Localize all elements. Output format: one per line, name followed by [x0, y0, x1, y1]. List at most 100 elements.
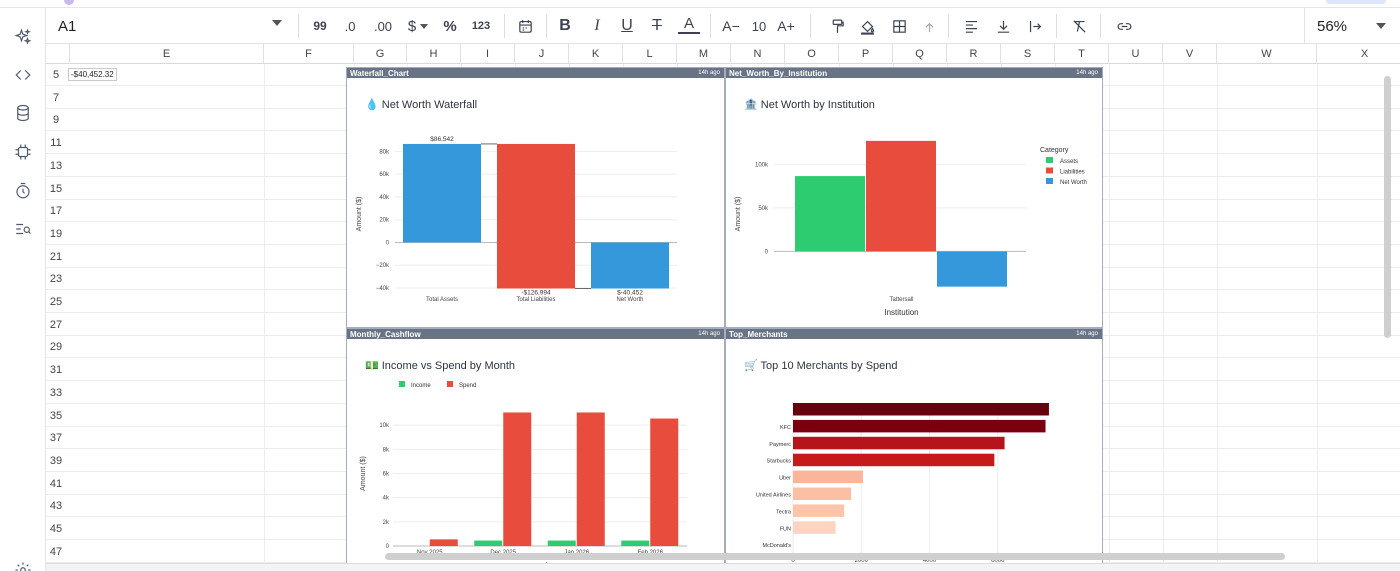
column-gridline	[264, 64, 265, 571]
column-header-n[interactable]: N	[731, 44, 785, 64]
column-header-m[interactable]: M	[677, 44, 731, 64]
align-left-icon[interactable]	[960, 14, 982, 38]
row-header[interactable]: 23	[49, 273, 63, 286]
bar-spend	[429, 539, 458, 546]
number-format-button[interactable]: 123	[471, 20, 491, 32]
row-header[interactable]: 15	[49, 182, 63, 195]
bar-income	[621, 540, 650, 546]
name-box[interactable]: A1	[46, 8, 296, 44]
panel-header[interactable]: Waterfall_Chart 14h ago	[347, 68, 724, 78]
column-header-v[interactable]: V	[1163, 44, 1217, 64]
column-header-i[interactable]: I	[461, 44, 515, 64]
column-header-s[interactable]: S	[1001, 44, 1055, 64]
cell-e5-value[interactable]: -$40,452.32	[68, 68, 117, 81]
panel-header[interactable]: Monthly_Cashflow 14h ago	[347, 329, 724, 339]
panel-header[interactable]: Net_Worth_By_Institution 14h ago	[726, 68, 1102, 78]
decrease-decimal-button[interactable]: .0	[344, 18, 356, 34]
horizontal-scrollbar[interactable]	[385, 553, 1285, 560]
panel-title: Net_Worth_By_Institution	[729, 68, 828, 78]
row-header[interactable]: 31	[49, 364, 63, 377]
column-header-f[interactable]: F	[264, 44, 354, 64]
calendar-icon[interactable]	[514, 14, 536, 38]
database-icon[interactable]	[12, 102, 34, 124]
row-header[interactable]: 11	[50, 137, 62, 150]
text-wrap-icon[interactable]	[1024, 14, 1046, 38]
row-header[interactable]: 43	[49, 500, 63, 513]
column-header-o[interactable]: O	[785, 44, 839, 64]
column-header-u[interactable]: U	[1109, 44, 1163, 64]
currency-format-button[interactable]: $	[404, 14, 432, 38]
zoom-select[interactable]: 56%	[1304, 8, 1400, 44]
row-header[interactable]: 19	[49, 227, 63, 240]
column-header-g[interactable]: G	[354, 44, 407, 64]
column-header-x[interactable]: X	[1317, 44, 1400, 64]
row-header[interactable]: 7	[52, 91, 60, 104]
merchants-chart-panel[interactable]: Top_Merchants 14h ago 🛒 Top 10 Merchants…	[725, 328, 1103, 571]
column-header-t[interactable]: T	[1055, 44, 1109, 64]
row-header[interactable]: 25	[49, 296, 63, 308]
column-header-k[interactable]: K	[569, 44, 623, 64]
institution-chart-panel[interactable]: Net_Worth_By_Institution 14h ago 🏦 Net W…	[725, 67, 1103, 328]
row-header[interactable]: 33	[49, 386, 63, 399]
merge-icon[interactable]	[918, 14, 940, 38]
chevron-down-icon	[420, 23, 429, 29]
borders-icon[interactable]	[888, 14, 910, 38]
row-header[interactable]: 45	[49, 523, 63, 535]
underline-icon[interactable]: U	[621, 17, 633, 34]
chevron-down-icon[interactable]	[272, 20, 282, 26]
chip-icon[interactable]	[12, 141, 34, 163]
increase-decimal-button[interactable]: .00	[373, 18, 393, 34]
code-icon[interactable]	[12, 64, 34, 86]
corner-cell[interactable]	[46, 44, 70, 64]
row-header[interactable]: 21	[49, 250, 63, 263]
row-header[interactable]: 5	[52, 69, 60, 81]
row-header[interactable]: 41	[49, 477, 63, 490]
sparkle-ai-icon[interactable]	[12, 26, 34, 48]
waterfall-chart-panel[interactable]: Waterfall_Chart 14h ago 💧 Net Worth Wate…	[346, 67, 725, 328]
fill-color-icon[interactable]	[856, 14, 878, 38]
top-action-button[interactable]	[1326, 0, 1386, 4]
insert-link-icon[interactable]	[1112, 14, 1136, 38]
row-header[interactable]: 29	[49, 341, 63, 354]
valign-bottom-icon[interactable]	[992, 14, 1014, 38]
row-header[interactable]: 13	[49, 159, 63, 172]
column-header-w[interactable]: W	[1217, 44, 1317, 64]
settings-icon[interactable]	[14, 561, 32, 571]
quote-format-button[interactable]: 99	[313, 19, 327, 33]
column-header-e[interactable]: E	[70, 44, 264, 64]
percent-format-button[interactable]: %	[443, 17, 457, 35]
x-tick-label: Total Assets	[426, 297, 458, 303]
row-header[interactable]: 39	[49, 454, 63, 467]
font-size-value[interactable]: 10	[751, 18, 767, 34]
strikethrough-icon[interactable]: T	[652, 17, 662, 34]
panel-header[interactable]: Top_Merchants 14h ago	[726, 329, 1102, 339]
clear-format-icon[interactable]	[1068, 14, 1090, 38]
column-header-q[interactable]: Q	[893, 44, 947, 64]
column-header-l[interactable]: L	[623, 44, 677, 64]
timer-icon[interactable]	[12, 180, 34, 202]
decrease-font-icon[interactable]: A−	[722, 18, 740, 34]
cashflow-chart-panel[interactable]: Monthly_Cashflow 14h ago 💵 Income vs Spe…	[346, 328, 725, 571]
row-header[interactable]: 17	[49, 205, 63, 218]
column-header-r[interactable]: R	[947, 44, 1001, 64]
vertical-scrollbar[interactable]	[1384, 76, 1391, 338]
y-tick-label: Paymerc	[769, 442, 791, 448]
bold-icon[interactable]: B	[559, 17, 571, 34]
row-header[interactable]: 9	[52, 114, 60, 127]
italic-icon[interactable]: I	[594, 17, 600, 34]
row-header[interactable]: 37	[49, 432, 63, 445]
column-header-p[interactable]: P	[839, 44, 893, 64]
text-color-icon[interactable]: A	[678, 14, 700, 34]
chart-title: 🛒 Top 10 Merchants by Spend	[744, 360, 898, 372]
increase-font-icon[interactable]: A+	[777, 18, 795, 34]
row-header[interactable]: 35	[49, 409, 63, 422]
column-header-j[interactable]: J	[515, 44, 569, 64]
formatting-toolbar: A1 99 .0 .00 $ % 123 B I U T A A− 10 A+	[46, 8, 1400, 44]
column-header-h[interactable]: H	[407, 44, 461, 64]
paint-format-icon[interactable]	[826, 14, 848, 38]
search-list-icon[interactable]	[12, 218, 34, 240]
row-header[interactable]: 47	[49, 545, 63, 558]
row-header[interactable]: 27	[49, 318, 63, 331]
y-tick-label: 60k	[379, 172, 390, 178]
